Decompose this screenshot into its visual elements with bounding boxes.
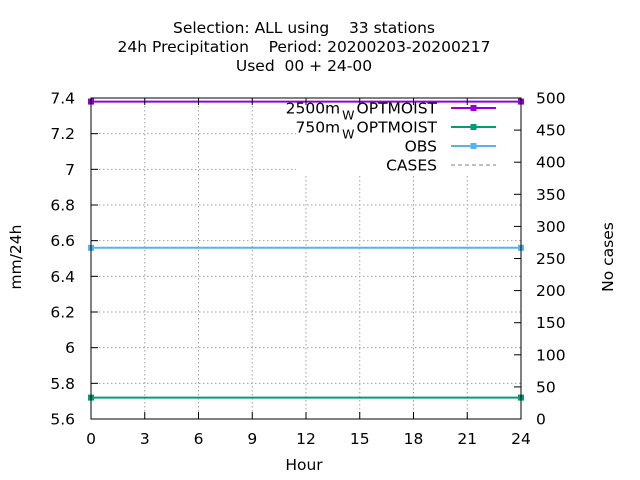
y2-tick-label: 150 bbox=[536, 314, 566, 332]
x-tick-labels: 0 3 6 9 12 15 18 21 24 bbox=[86, 430, 531, 448]
x-tick-label: 15 bbox=[350, 430, 370, 448]
x-tick-label: 6 bbox=[194, 430, 204, 448]
y-axis-label: mm/24h bbox=[7, 225, 25, 290]
y-tick-label: 6.4 bbox=[50, 268, 75, 286]
x-tick-label: 24 bbox=[511, 430, 531, 448]
legend-label: CASES bbox=[386, 157, 437, 175]
y2-tick-label: 400 bbox=[536, 154, 566, 172]
y-tick-label: 5.8 bbox=[50, 375, 75, 393]
y2-tick-label: 250 bbox=[536, 250, 566, 268]
title-line-2: 24h Precipitation Period: 20200203-20200… bbox=[118, 38, 491, 56]
legend-label: OBS bbox=[405, 138, 437, 156]
legend-marker bbox=[470, 105, 477, 111]
y-tick-label: 7.4 bbox=[50, 90, 75, 108]
y-tick-label: 7 bbox=[65, 161, 75, 179]
y-tick-label: 6.2 bbox=[50, 304, 75, 322]
x-tick-label: 9 bbox=[247, 430, 257, 448]
title-line-1: Selection: ALL using 33 stations bbox=[173, 19, 435, 37]
y2-tick-labels: 0 50 100 150 200 250 300 350 400 450 500 bbox=[536, 90, 566, 429]
grid bbox=[91, 98, 521, 419]
y-tick-labels: 5.6 5.8 6 6.2 6.4 6.6 6.8 7 7.2 7.4 bbox=[50, 90, 75, 429]
y2-tick-label: 500 bbox=[536, 90, 566, 108]
x-tick-label: 0 bbox=[86, 430, 96, 448]
y-tick-label: 6.8 bbox=[50, 197, 75, 215]
y2-axis-label: No cases bbox=[599, 222, 617, 292]
y2-tick-label: 0 bbox=[536, 411, 546, 429]
legend-marker bbox=[470, 124, 477, 130]
y2-tick-label: 450 bbox=[536, 122, 566, 140]
x-tick-label: 12 bbox=[296, 430, 316, 448]
y2-tick-label: 100 bbox=[536, 346, 566, 364]
chart-title: Selection: ALL using 33 stations 24h Pre… bbox=[118, 19, 491, 75]
y2-tick-label: 300 bbox=[536, 218, 566, 236]
y-tick-label: 5.6 bbox=[50, 411, 75, 429]
y2-tick-label: 50 bbox=[536, 378, 556, 396]
x-axis-label: Hour bbox=[285, 456, 323, 474]
legend-marker bbox=[470, 143, 477, 149]
title-line-3: Used 00 + 24-00 bbox=[236, 57, 372, 75]
x-tick-label: 18 bbox=[404, 430, 424, 448]
legend-label: 2500m W OPTMOIST bbox=[286, 100, 438, 123]
legend-label: 750m W OPTMOIST bbox=[295, 119, 437, 142]
ticks bbox=[90, 97, 522, 420]
y2-tick-label: 200 bbox=[536, 282, 566, 300]
x-tick-label: 3 bbox=[140, 430, 150, 448]
x-tick-label: 21 bbox=[457, 430, 477, 448]
y-tick-label: 7.2 bbox=[50, 125, 75, 143]
y-tick-label: 6.6 bbox=[50, 232, 75, 250]
y-tick-label: 6 bbox=[65, 339, 75, 357]
y2-tick-label: 350 bbox=[536, 186, 566, 204]
